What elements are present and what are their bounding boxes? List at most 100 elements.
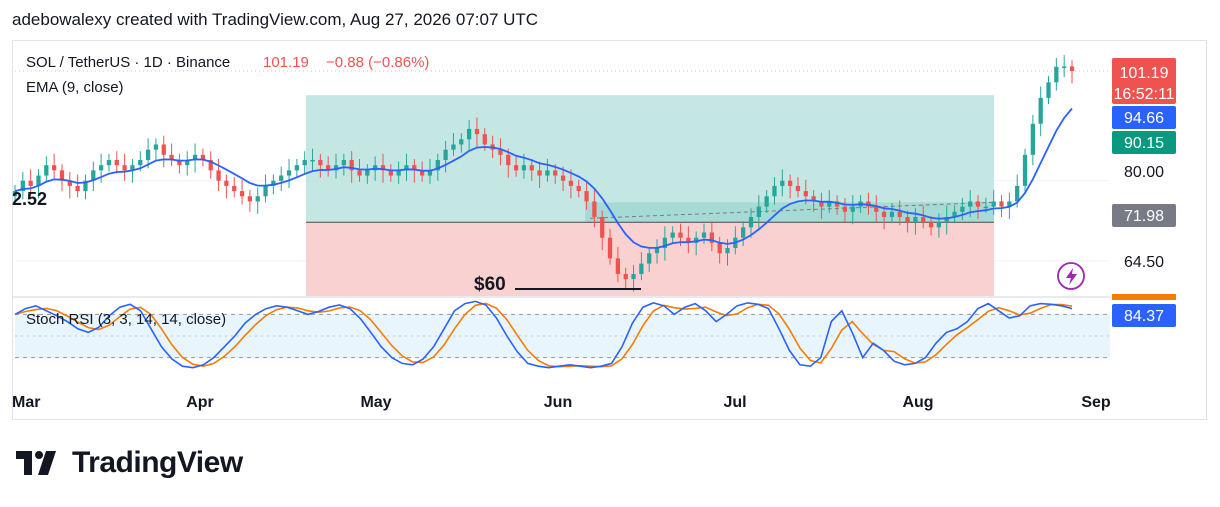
candle-body xyxy=(834,201,840,207)
candle-body xyxy=(169,154,174,161)
brand-name: TradingView xyxy=(72,446,243,479)
candle-body xyxy=(75,185,80,192)
profit-zone[interactable] xyxy=(306,95,994,223)
candle-body xyxy=(968,201,973,207)
candle-body xyxy=(1015,185,1020,202)
candle-body xyxy=(905,216,910,223)
candle-body xyxy=(192,154,198,161)
candle-body xyxy=(1069,66,1075,71)
candle-body xyxy=(459,139,464,145)
candle-body xyxy=(59,170,65,181)
candle-body xyxy=(52,165,57,171)
candle-body xyxy=(725,248,730,254)
candle-body xyxy=(709,232,714,243)
candle-body xyxy=(881,211,887,217)
candle-body xyxy=(28,180,33,186)
candle-body xyxy=(631,273,636,280)
candle-body xyxy=(889,211,895,217)
candle-body xyxy=(928,222,934,228)
legend-change: −0.88 (−0.86%) xyxy=(326,54,429,71)
candle-body xyxy=(553,170,558,176)
candle-body xyxy=(279,175,284,181)
candle-body xyxy=(341,160,346,166)
candle-body xyxy=(498,149,503,155)
candle-body xyxy=(294,165,300,171)
legend-symbol: SOL / TetherUS · 1D · Binance xyxy=(26,54,230,71)
candle-body xyxy=(654,248,660,254)
time-axis-label: Jun xyxy=(544,394,572,411)
time-axis-label: Apr xyxy=(186,394,214,411)
candle-body xyxy=(122,165,127,171)
candle-body xyxy=(427,170,433,176)
brand-footer[interactable]: TradingView xyxy=(16,446,243,480)
time-axis[interactable]: Mar Apr May Jun Jul Aug Sep xyxy=(12,394,1111,411)
candle-body xyxy=(247,196,253,202)
candle-body xyxy=(412,165,417,171)
support-label: $60 xyxy=(474,274,506,295)
candle-body xyxy=(200,154,206,161)
candle-body xyxy=(686,237,691,243)
candle-body xyxy=(780,180,785,186)
candle-body xyxy=(568,180,574,186)
stoch-d-line xyxy=(14,302,1073,368)
candle-body xyxy=(20,180,25,192)
candle-body xyxy=(232,185,237,192)
candle-body xyxy=(388,170,393,176)
candle-body xyxy=(842,206,848,212)
candle-body xyxy=(451,144,456,150)
candle-body xyxy=(373,165,378,171)
candle-body xyxy=(960,206,965,212)
candle-body xyxy=(537,170,542,176)
candle-body xyxy=(365,170,370,176)
candle-body xyxy=(44,165,49,176)
candle-body xyxy=(145,149,151,161)
svg-text:84.37: 84.37 xyxy=(1124,308,1164,325)
candle-body xyxy=(670,232,675,238)
candle-body xyxy=(545,170,550,176)
svg-text:71.98: 71.98 xyxy=(1124,208,1164,225)
lightning-alert-icon[interactable] xyxy=(1057,262,1085,290)
candle-body xyxy=(1007,201,1012,207)
time-axis-label: Jul xyxy=(723,394,746,411)
candle-body xyxy=(1030,123,1035,155)
chart-frame[interactable] xyxy=(12,40,1207,420)
candle-body xyxy=(239,191,245,197)
candle-body xyxy=(748,216,754,228)
price-tag-stoch: 84.37 xyxy=(1112,304,1176,327)
candle-body xyxy=(576,185,581,192)
svg-text:16:52:11: 16:52:11 xyxy=(1113,86,1174,103)
candle-body xyxy=(513,165,519,171)
candle-body xyxy=(443,149,448,161)
candle-body xyxy=(67,180,72,186)
price-label-64: 64.50 xyxy=(1124,254,1164,271)
candle-body xyxy=(349,160,354,171)
candle-body xyxy=(560,175,566,181)
candle-body xyxy=(333,165,339,171)
candle-body xyxy=(263,185,268,197)
price-tag-entry: 71.98 xyxy=(1112,204,1176,227)
candle-body xyxy=(983,206,989,209)
candle-body xyxy=(216,170,221,181)
candle-body xyxy=(1038,97,1043,124)
svg-text:101.19: 101.19 xyxy=(1120,65,1169,82)
legend-last-price: 101.19 xyxy=(263,54,309,71)
candle-body xyxy=(850,206,855,212)
stoch-d-tag xyxy=(1112,294,1176,300)
candle-body xyxy=(1062,66,1067,68)
candle-body xyxy=(420,170,425,176)
candle-body xyxy=(474,128,480,135)
price-tag-target: 90.15 xyxy=(1112,131,1176,154)
candle-body xyxy=(302,160,307,166)
time-axis-label: May xyxy=(360,394,391,411)
stoch-k-line xyxy=(14,300,1073,369)
candle-body xyxy=(98,165,104,171)
candle-body xyxy=(584,191,589,202)
legend-ema: EMA (9, close) xyxy=(26,79,124,96)
candle-body xyxy=(153,144,159,150)
candle-body xyxy=(224,180,229,186)
legend-stoch: Stoch RSI (3, 3, 14, 14, close) xyxy=(26,311,226,328)
time-axis-label: Aug xyxy=(902,394,933,411)
candle-body xyxy=(921,216,926,223)
candle-body xyxy=(811,196,816,202)
